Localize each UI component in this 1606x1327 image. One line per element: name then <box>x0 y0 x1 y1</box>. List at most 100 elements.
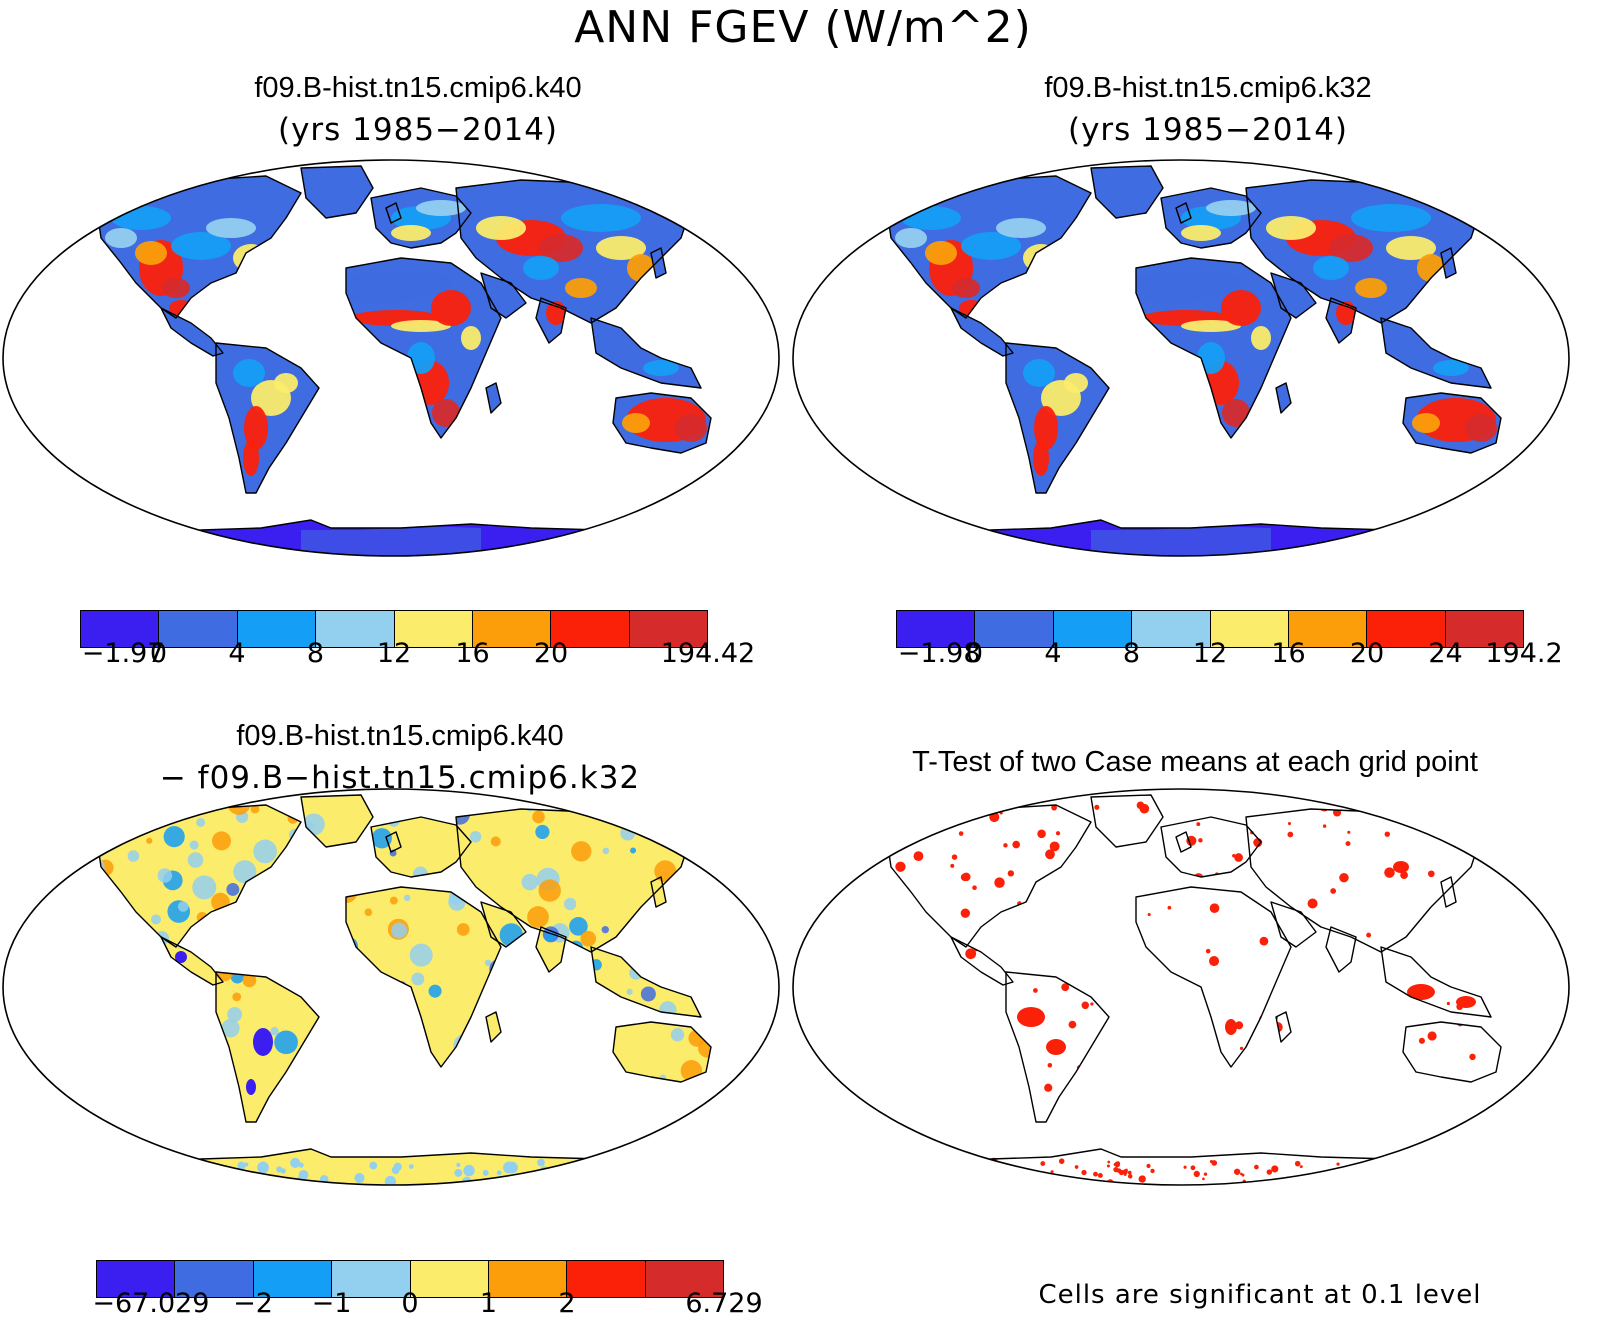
diff-patch <box>354 1172 365 1184</box>
value-patch <box>546 301 566 325</box>
diff-patch <box>96 1072 113 1088</box>
signif-cell <box>1012 840 1021 849</box>
value-patch <box>539 234 583 262</box>
diff-patch <box>468 1047 492 1071</box>
signif-cell <box>1010 1172 1018 1180</box>
signif-cell <box>1348 1173 1355 1179</box>
coastline <box>612 392 712 454</box>
signif-cell <box>1233 1168 1241 1175</box>
signif-cell <box>1050 1170 1054 1174</box>
diff-patch <box>145 1010 155 1019</box>
coastline <box>370 816 472 878</box>
diff-patch <box>428 984 442 998</box>
signif-cell <box>1312 1037 1324 1048</box>
diff-patch <box>276 1166 283 1173</box>
value-patch <box>1351 204 1431 232</box>
signif-cell <box>949 1012 957 1020</box>
signif-cell <box>1186 835 1197 846</box>
diff-patch <box>157 868 173 883</box>
diff-patch <box>535 824 550 840</box>
signif-cell <box>1186 877 1191 883</box>
signif-cell <box>1090 1002 1094 1006</box>
colorbar-swatch <box>1288 611 1368 647</box>
coastline <box>370 187 472 249</box>
diff-patch <box>486 1073 498 1085</box>
diff-patch <box>185 1174 195 1185</box>
signif-cell <box>1097 1172 1103 1178</box>
landmass-centralAm <box>161 937 223 985</box>
signif-cell <box>1150 1168 1155 1174</box>
diff-patch <box>539 1166 549 1175</box>
continents <box>885 794 1502 1185</box>
colorbar-tick-label: 20 <box>1349 638 1385 669</box>
signif-cell <box>1018 944 1030 956</box>
diff-patch <box>141 795 157 810</box>
signif-cell <box>1266 1169 1273 1175</box>
diff-patch <box>515 1071 527 1084</box>
signif-cell <box>1366 1164 1372 1170</box>
diff-patch <box>194 991 206 1004</box>
coastline <box>345 886 502 1068</box>
signif-cell <box>1208 955 1220 967</box>
colorbar-tick-label: 8 <box>1122 638 1141 669</box>
diff-patch <box>629 966 643 980</box>
signif-cell <box>1167 905 1172 910</box>
diff-patch <box>456 1162 461 1167</box>
diff-patch <box>253 1028 273 1056</box>
signif-cell <box>1196 822 1201 827</box>
signif-cell <box>1017 1007 1045 1027</box>
diff-patch <box>626 988 633 995</box>
diff-patch <box>181 1060 199 1078</box>
significance-note: Cells are significant at 0.1 level <box>1038 1280 1482 1310</box>
signif-cell <box>985 1026 989 1030</box>
diff-patch <box>246 1079 256 1095</box>
value-patch <box>1033 440 1049 476</box>
value-patch <box>1412 413 1440 433</box>
diff-patch <box>456 923 470 936</box>
coastline <box>590 317 702 389</box>
signif-cell <box>1225 1019 1237 1035</box>
signif-cell <box>1254 1164 1259 1170</box>
signif-cell <box>1165 1021 1177 1033</box>
signif-cell <box>1299 1165 1303 1169</box>
map-border <box>792 159 1570 557</box>
diff-patch <box>531 1176 539 1185</box>
diff-patch <box>132 1071 154 1093</box>
signif-cell <box>1339 872 1349 883</box>
coastline <box>215 971 320 1123</box>
signif-cell <box>955 1159 960 1164</box>
diff-patch <box>257 1161 269 1174</box>
value-patch <box>1064 373 1088 393</box>
value-patch <box>961 232 1021 260</box>
signif-cell <box>1336 1162 1340 1166</box>
diff-patch <box>146 837 153 844</box>
diff-patch <box>655 825 666 835</box>
signif-cell <box>1338 1171 1342 1175</box>
diff-patch <box>402 1051 421 1070</box>
signif-cell <box>1021 1173 1028 1180</box>
signif-cell <box>1294 1160 1301 1167</box>
signif-cell <box>1426 811 1435 820</box>
diff-patch <box>234 922 250 939</box>
diff-patch <box>177 1080 186 1088</box>
diff-patch <box>408 1164 414 1169</box>
value-patch <box>1222 399 1250 427</box>
coastline <box>140 519 652 556</box>
signif-cell <box>1193 1170 1200 1178</box>
signif-cell <box>1411 935 1422 946</box>
signif-cell <box>1469 1083 1479 1093</box>
value-patch <box>523 256 559 280</box>
coastline <box>1325 297 1357 344</box>
signif-cell <box>1066 1177 1070 1181</box>
diff-patch <box>393 1162 402 1171</box>
diff-patch <box>304 882 313 892</box>
diff-patch <box>163 826 185 848</box>
diff-patch <box>646 948 671 972</box>
signif-cell <box>1384 867 1395 878</box>
signif-cell <box>1490 920 1501 932</box>
diff-patch <box>698 1038 711 1058</box>
diff-patch <box>171 1172 184 1185</box>
signif-cell <box>1334 1063 1345 1075</box>
coastline <box>1380 317 1492 389</box>
landmass-centralAm <box>951 937 1013 985</box>
